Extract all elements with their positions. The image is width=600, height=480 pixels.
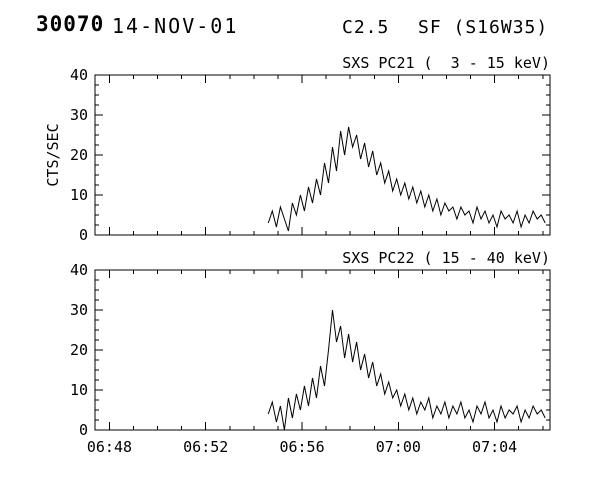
x-tick-label: 07:04: [472, 438, 517, 456]
y-tick-label: 0: [79, 226, 88, 244]
panel-title-pc21: SXS PC21 ( 3 - 15 keV): [342, 54, 550, 72]
plot-frame-pc22: [94, 269, 551, 431]
ticks-pc22: [95, 269, 550, 431]
y-tick-label: 30: [70, 106, 88, 124]
panel-title-pc22: SXS PC22 ( 15 - 40 keV): [342, 249, 550, 267]
y-tick-label: 20: [70, 146, 88, 164]
y-tick-label: 40: [70, 66, 88, 84]
panel-pc21: 0 10 20 30 40 SXS PC21 ( 3 - 15 keV) CTS/SEC: [44, 54, 551, 244]
plot-frame-pc21: [94, 74, 551, 236]
y-tick-label: 10: [70, 381, 88, 399]
event-date: 14-NOV-01: [112, 14, 239, 38]
y-tick-label: 30: [70, 301, 88, 319]
x-tick-label: 07:00: [376, 438, 421, 456]
trace-pc21: [267, 126, 546, 232]
y-axis-label: CTS/SEC: [44, 123, 62, 186]
flare-type-location: SF (S16W35): [418, 17, 549, 38]
y-tick-label: 10: [70, 186, 88, 204]
y-tick-label: 20: [70, 341, 88, 359]
x-tick-label: 06:48: [87, 438, 132, 456]
goes-class: C2.5: [342, 17, 390, 38]
x-tick-label: 06:52: [183, 438, 228, 456]
y-tick-label: 40: [70, 261, 88, 279]
trace-pc22: [267, 309, 546, 431]
x-tick-label: 06:56: [279, 438, 324, 456]
panel-pc22: 06:48 06:52 06:56 07:00 07:04 0 10 20 30 40 SXS PC…: [70, 249, 551, 456]
event-number: 30070: [36, 12, 105, 36]
ticks-pc21: [95, 74, 550, 236]
y-tick-label: 0: [79, 421, 88, 439]
